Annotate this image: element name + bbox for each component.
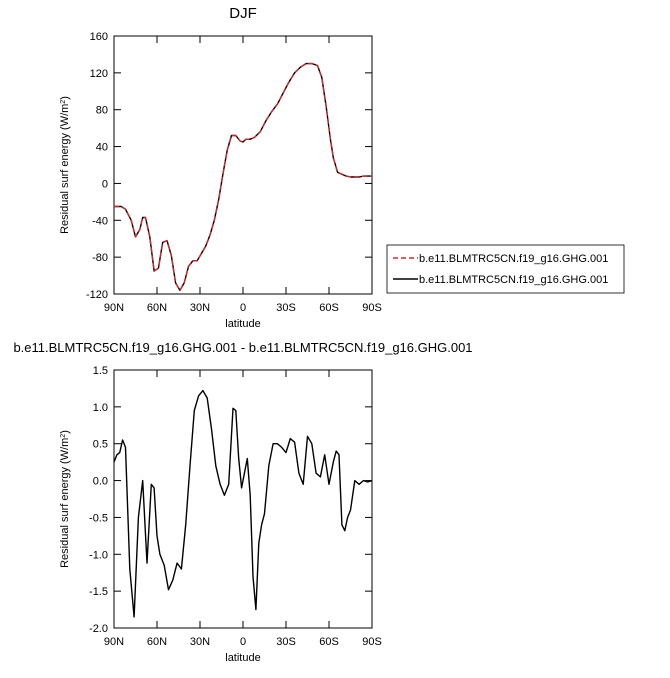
y-tick-label: 120 — [90, 68, 108, 80]
y-tick-label: 0.5 — [93, 439, 108, 451]
x-tick-label: 0 — [240, 302, 246, 314]
bottom-x-axis-label: latitude — [225, 652, 260, 664]
x-tick-label: 90S — [362, 636, 382, 648]
x-tick-label: 60N — [147, 302, 167, 314]
series-line-1 — [114, 62, 372, 291]
top-x-axis-label: latitude — [225, 318, 260, 330]
top-y-axis-label: Residual surf energy (W/m2) — [59, 96, 71, 234]
top-y-axis-label-main: Residual surf energy (W/m — [59, 104, 71, 234]
top-panel: DJF -120 -80 -40 0 40 80 120 160 90N 60N 30N 0 30S 6… — [59, 5, 382, 330]
bottom-panel: b.e11.BLMTRC5CN.f19_g16.GHG.001 - b.e11.… — [13, 340, 472, 664]
x-tick-label: 30N — [190, 302, 210, 314]
x-tick-label: 90N — [104, 302, 124, 314]
legend-label-series-1: b.e11.BLMTRC5CN.f19_g16.GHG.001 — [419, 253, 608, 265]
top-series-group — [114, 62, 372, 291]
y-tick-label: -1.5 — [89, 586, 108, 598]
x-tick-label: 60S — [319, 636, 339, 648]
x-tick-label: 30S — [276, 636, 296, 648]
top-chart-title: DJF — [229, 5, 257, 22]
bottom-y-axis: -2.0 -1.5 -1.0 -0.5 0.0 0.5 1.0 1.5 — [89, 365, 372, 635]
y-tick-label: 0 — [102, 178, 108, 190]
y-tick-label: -120 — [86, 289, 108, 301]
x-tick-label: 30S — [276, 302, 296, 314]
bottom-y-axis-label-superscript: 2 — [60, 434, 67, 438]
y-tick-label: 0.0 — [93, 476, 108, 488]
top-y-axis: -120 -80 -40 0 40 80 120 160 — [86, 31, 372, 301]
bottom-y-axis-label-close: ) — [59, 430, 71, 434]
y-tick-label: 1.5 — [93, 365, 108, 377]
y-tick-label: 1.0 — [93, 402, 108, 414]
series-line-1 — [113, 389, 373, 618]
top-y-axis-label-superscript: 2 — [60, 100, 67, 104]
x-tick-label: 60S — [319, 302, 339, 314]
bottom-y-axis-label: Residual surf energy (W/m2) — [59, 430, 71, 568]
legend: b.e11.BLMTRC5CN.f19_g16.GHG.001 b.e11.BL… — [386, 244, 625, 294]
y-tick-label: -0.5 — [89, 512, 108, 524]
bottom-y-axis-label-main: Residual surf energy (W/m — [59, 438, 71, 568]
x-tick-label: 30N — [190, 636, 210, 648]
y-tick-label: -1.0 — [89, 549, 108, 561]
bottom-chart-title: b.e11.BLMTRC5CN.f19_g16.GHG.001 - b.e11.… — [13, 340, 472, 355]
legend-box — [386, 244, 625, 294]
y-tick-label: -2.0 — [89, 623, 108, 635]
bottom-plot-frame — [113, 369, 373, 629]
x-tick-label: 90S — [362, 302, 382, 314]
x-tick-label: 0 — [240, 636, 246, 648]
legend-label-series-2: b.e11.BLMTRC5CN.f19_g16.GHG.001 — [419, 274, 608, 286]
y-tick-label: -80 — [92, 252, 108, 264]
top-x-axis: 90N 60N 30N 0 30S 60S 90S — [104, 36, 382, 314]
y-tick-label: 160 — [90, 31, 108, 43]
bottom-x-axis: 90N 60N 30N 0 30S 60S 90S — [104, 370, 382, 648]
y-tick-label: 40 — [96, 142, 108, 154]
x-tick-label: 90N — [104, 636, 124, 648]
y-tick-label: -40 — [92, 215, 108, 227]
bottom-series-group — [113, 389, 373, 618]
x-tick-label: 60N — [147, 636, 167, 648]
top-y-axis-label-close: ) — [59, 96, 71, 100]
y-tick-label: 80 — [96, 105, 108, 117]
